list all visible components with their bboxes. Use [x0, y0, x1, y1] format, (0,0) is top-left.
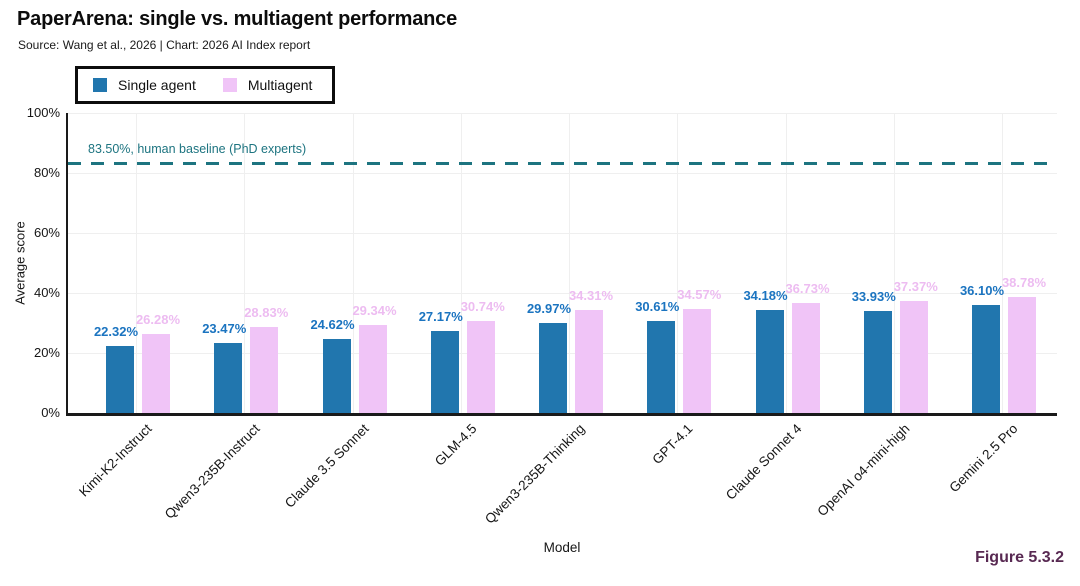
- gridline-vertical: [244, 113, 246, 413]
- gridline-vertical: [1002, 113, 1003, 413]
- gridline-horizontal: [68, 293, 1057, 294]
- y-tick-label: 20%: [33, 345, 60, 360]
- legend-swatch-multiagent: [222, 78, 237, 92]
- human-baseline-label: 83.50%, human baseline (PhD experts): [88, 141, 307, 156]
- bar-single-agent: [322, 339, 351, 413]
- gridline-vertical: [677, 113, 679, 413]
- bar-multiagent: [466, 320, 495, 413]
- x-tick-label: GLM-4.5: [431, 421, 480, 469]
- x-tick-label: Qwen3-235B-Instruct: [162, 421, 263, 522]
- bar-single-agent: [647, 321, 676, 413]
- bar-value-label-multiagent: 37.37%: [893, 278, 938, 294]
- human-baseline-line: [68, 161, 1050, 165]
- bar-value-label-single-agent: 30.61%: [635, 299, 680, 315]
- gridline-vertical: [460, 113, 462, 413]
- bar-multiagent: [791, 302, 820, 413]
- legend-label-multiagent: Multiagent: [247, 77, 313, 93]
- x-tick-label: Gemini 2.5 Pro: [946, 421, 1021, 496]
- gridline-horizontal: [68, 113, 1057, 114]
- bar-value-label-single-agent: 27.17%: [418, 309, 463, 325]
- y-axis-line: [66, 113, 68, 413]
- y-tick-label: 100%: [26, 105, 60, 120]
- bar-value-label-multiagent: 38.78%: [1001, 274, 1047, 290]
- bar-value-label-single-agent: 23.47%: [202, 320, 247, 336]
- bar-multiagent: [1008, 296, 1036, 413]
- figure-caption: Figure 5.3.2: [975, 549, 1064, 566]
- bar-single-agent: [863, 311, 892, 413]
- bar-single-agent: [755, 310, 784, 413]
- bar-multiagent: [358, 324, 387, 413]
- bar-value-label-single-agent: 24.62%: [310, 317, 355, 333]
- y-tick-label: 80%: [33, 165, 60, 180]
- bar-value-label-multiagent: 36.73%: [785, 280, 830, 296]
- y-tick-label: 40%: [33, 285, 60, 300]
- bar-multiagent: [683, 309, 712, 413]
- gridline-vertical: [136, 113, 137, 413]
- bar-value-label-multiagent: 34.31%: [568, 288, 614, 304]
- bar-value-label-single-agent: 29.97%: [526, 301, 572, 317]
- bar-single-agent: [972, 304, 1000, 413]
- bar-multiagent: [250, 326, 279, 413]
- bar-multiagent: [575, 310, 603, 413]
- gridline-vertical: [893, 113, 895, 413]
- gridline-vertical: [569, 113, 570, 413]
- gridline-vertical: [352, 113, 354, 413]
- gridline-horizontal: [68, 173, 1057, 174]
- chart-title: PaperArena: single vs. multiagent perfor…: [17, 8, 458, 30]
- bar-single-agent: [214, 342, 243, 413]
- gridline-horizontal: [68, 233, 1057, 234]
- bar-value-label-multiagent: 28.83%: [244, 304, 289, 320]
- bar-value-label-single-agent: 36.10%: [959, 282, 1005, 298]
- bar-value-label-single-agent: 33.93%: [851, 289, 896, 305]
- x-tick-label: OpenAI o4-mini-high: [814, 421, 913, 520]
- x-tick-label: Kimi-K2-Instruct: [76, 421, 155, 500]
- bar-value-label-multiagent: 34.57%: [677, 287, 722, 303]
- legend-swatch-single-agent: [93, 78, 107, 92]
- bar-value-label-multiagent: 29.34%: [352, 302, 397, 318]
- bar-single-agent: [106, 346, 134, 413]
- bar-single-agent: [430, 331, 459, 413]
- bar-single-agent: [539, 323, 567, 413]
- chart-subtitle: Source: Wang et al., 2026 | Chart: 2026 …: [18, 38, 311, 52]
- x-tick-label: Qwen3-235B-Thinking: [482, 421, 588, 527]
- legend-label-single-agent: Single agent: [118, 77, 196, 93]
- x-tick-label: Claude Sonnet 4: [722, 421, 805, 503]
- legend: Single agent Multiagent: [75, 66, 336, 104]
- bar-multiagent: [142, 334, 170, 413]
- bar-value-label-single-agent: 34.18%: [743, 288, 788, 304]
- bar-value-label-single-agent: 22.32%: [93, 324, 139, 340]
- gridline-vertical: [785, 113, 787, 413]
- y-tick-label: 60%: [33, 225, 60, 240]
- x-axis-title: Model: [543, 540, 581, 555]
- x-tick-label: Claude 3.5 Sonnet: [281, 421, 372, 511]
- x-tick-label: GPT-4.1: [649, 421, 696, 468]
- bar-value-label-multiagent: 26.28%: [135, 312, 181, 328]
- bar-value-label-multiagent: 30.74%: [460, 298, 505, 314]
- bar-multiagent: [899, 300, 928, 413]
- x-axis-line: [66, 413, 1057, 416]
- y-tick-label: 0%: [41, 405, 60, 420]
